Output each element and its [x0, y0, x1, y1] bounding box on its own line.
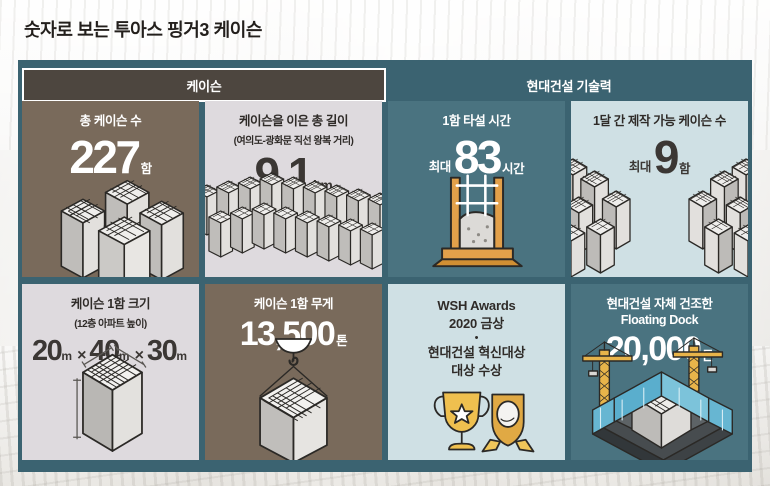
- trophy-medal-icon: [388, 386, 565, 460]
- floating-dock-cranes-icon: [571, 330, 748, 460]
- card-title: 케이슨 1함 무게: [253, 297, 334, 311]
- card-stat: 227 함: [69, 130, 153, 183]
- card-title: 1함 타설 시간: [442, 114, 511, 128]
- section-headers: 케이슨 현대건설 기술력: [18, 63, 752, 102]
- header-case: 케이슨: [22, 68, 386, 102]
- page-title: 숫자로 보는 투아스 핑거3 케이슨: [24, 20, 263, 40]
- caisson-row-icon: [205, 147, 382, 277]
- multiply-symbol: ×: [77, 346, 87, 364]
- stat-prefix: 최대: [628, 159, 652, 174]
- card-stat: 최대 83 시간: [428, 130, 525, 183]
- header-tech: 현대건설 기술력: [526, 78, 612, 94]
- stat-unit: 함: [679, 161, 691, 176]
- card-total-caissons: 총 케이슨 수 227 함: [22, 101, 199, 277]
- card-title: 총 케이슨 수: [79, 114, 142, 128]
- crane-hook-caisson-icon: [205, 330, 382, 460]
- stat-value: 83: [453, 130, 503, 183]
- card-monthly-production: 1달 간 제작 가능 케이슨 수 최대 9 함: [571, 101, 748, 277]
- card-title: 1달 간 제작 가능 케이슨 수: [593, 114, 726, 128]
- card-caisson-weight: 케이슨 1함 무게 13,500 톤: [205, 284, 382, 460]
- dim-3-unit: m: [176, 348, 188, 363]
- stat-unit: 톤: [336, 333, 348, 348]
- award-body-line-1: 현대건설 혁신대상: [427, 345, 526, 361]
- card-total-length: 케이슨을 이은 총 길이 (여의도-광화문 직선 왕복 거리) 9.1 km: [205, 101, 382, 277]
- formwork-concrete-icon: [388, 159, 565, 277]
- dim-2-unit: m: [118, 348, 130, 363]
- award-title-line-2: 2020 금상: [448, 315, 505, 331]
- award-separator: •: [474, 332, 479, 345]
- card-title: 케이슨을 이은 총 길이: [238, 114, 349, 128]
- stat-value: 9: [653, 130, 680, 183]
- award-body-line-2: 대상 수상: [451, 362, 502, 378]
- stat-value: 227: [69, 130, 141, 183]
- card-caisson-size: 케이슨 1함 크기 (12층 아파트 높이) 20 m × 40 m × 30 …: [22, 284, 199, 460]
- dim-1-number: 20: [31, 334, 63, 367]
- award-title-line-1: WSH Awards: [437, 298, 516, 313]
- card-grid: 총 케이슨 수 227 함: [22, 101, 748, 468]
- stat-unit: 함: [140, 161, 153, 176]
- caisson-measured-icon: [22, 330, 199, 460]
- dock-title-line-2: Floating Dock: [620, 312, 699, 327]
- dock-title-line-1: 현대건설 자체 건조한: [606, 297, 713, 311]
- caisson-double-cluster-icon: [571, 147, 748, 277]
- card-pour-time: 1함 타설 시간 최대 83 시간: [388, 101, 565, 277]
- caisson-cluster-icon: [22, 159, 199, 277]
- stat-unit: 시간: [501, 161, 525, 176]
- dim-1-unit: m: [61, 348, 73, 363]
- dim-3-number: 30: [146, 334, 178, 367]
- multiply-symbol-2: ×: [134, 346, 144, 364]
- awards-text-block: WSH Awards 2020 금상 • 현대건설 혁신대상 대상 수상: [428, 297, 526, 379]
- card-title: 케이슨 1함 크기: [70, 297, 151, 311]
- card-subtitle: (여의도-광화문 직선 왕복 거리): [233, 135, 354, 147]
- card-stat: 최대 9 함: [628, 130, 691, 183]
- card-floating-dock: 현대건설 자체 건조한 Floating Dock 20,000 톤: [571, 284, 748, 460]
- stat-prefix: 최대: [428, 159, 452, 174]
- card-subtitle: (12층 아파트 높이): [74, 318, 147, 330]
- card-awards: WSH Awards 2020 금상 • 현대건설 혁신대상 대상 수상: [388, 284, 565, 460]
